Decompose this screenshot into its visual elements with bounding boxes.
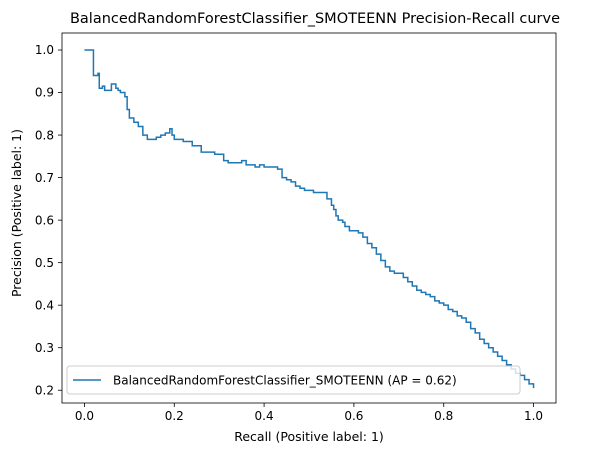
x-tick-label: 0.8: [434, 409, 453, 423]
y-tick-label: 0.6: [35, 213, 54, 227]
x-tick-label: 0.6: [344, 409, 363, 423]
x-tick-label: 1.0: [524, 409, 543, 423]
x-axis-ticks: 0.0 0.2 0.4 0.6 0.8 1.0: [75, 403, 543, 423]
chart-title: BalancedRandomForestClassifier_SMOTEENN …: [70, 11, 560, 27]
x-tick-label: 0.4: [255, 409, 274, 423]
y-tick-label: 0.3: [35, 341, 54, 355]
y-tick-label: 0.7: [35, 171, 54, 185]
legend-entry: BalancedRandomForestClassifier_SMOTEENN …: [113, 374, 457, 388]
axes-frame: [61, 32, 557, 404]
y-tick-label: 0.5: [35, 256, 54, 270]
plot-area: [61, 32, 557, 404]
series-line: [84, 49, 535, 389]
y-tick-label: 0.9: [35, 86, 54, 100]
y-tick-label: 0.8: [35, 128, 54, 142]
legend-box: [66, 365, 521, 395]
y-tick-label: 0.2: [35, 383, 54, 397]
legend: BalancedRandomForestClassifier_SMOTEENN …: [66, 365, 521, 395]
x-axis-label: Recall (Positive label: 1): [234, 429, 384, 444]
y-tick-label: 1.0: [35, 43, 54, 57]
y-axis-label: Precision (Positive label: 1): [9, 129, 24, 297]
x-tick-label: 0.0: [75, 409, 94, 423]
x-tick-label: 0.2: [165, 409, 184, 423]
y-tick-label: 0.4: [35, 298, 54, 312]
y-axis-ticks: 0.2 0.3 0.4 0.5 0.6 0.7 0.8 0.9 1.0: [35, 43, 62, 397]
